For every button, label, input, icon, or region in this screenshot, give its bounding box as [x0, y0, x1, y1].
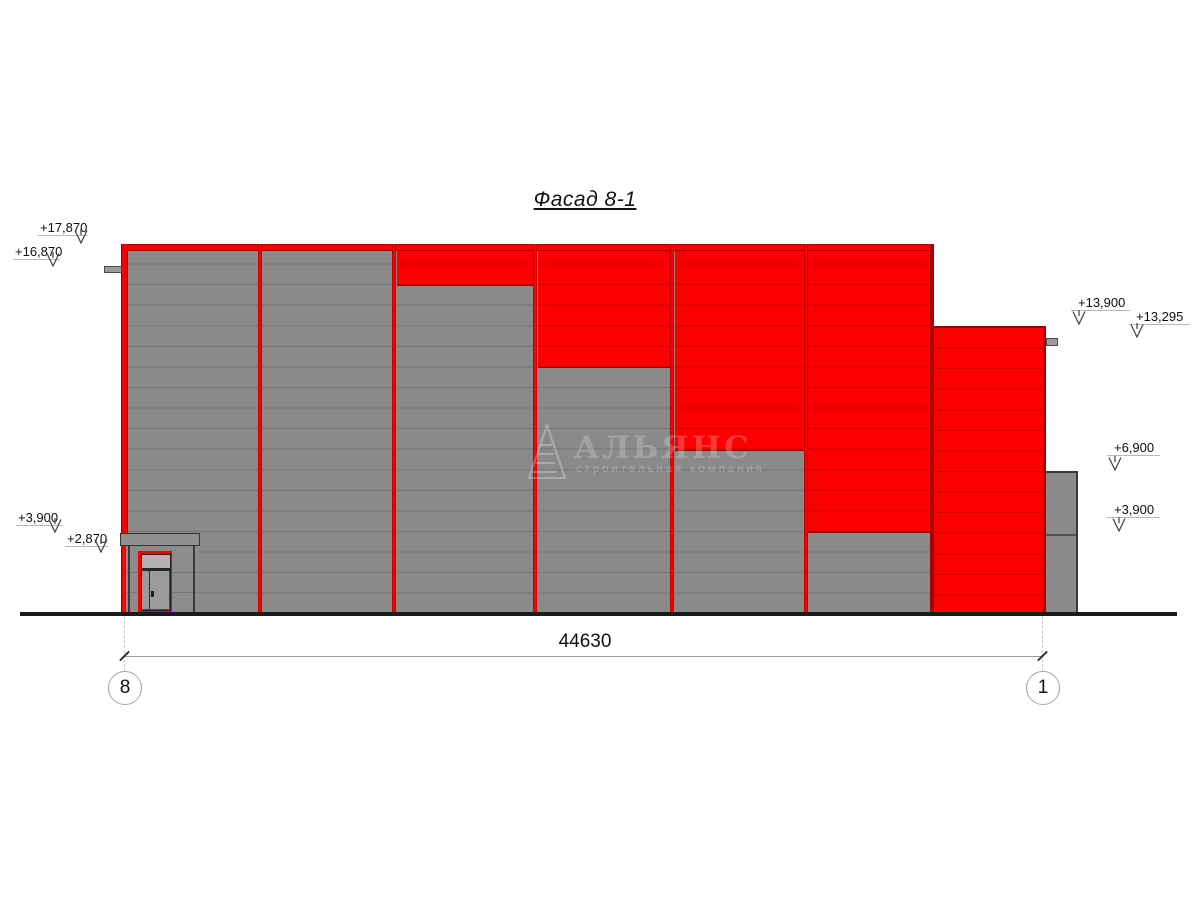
right-roof-tab — [1046, 338, 1058, 346]
extension-line-axis-1 — [1042, 616, 1043, 672]
watermark-company-name: АЛЬЯНС — [574, 430, 752, 466]
entrance-door — [138, 551, 172, 612]
elevation-leader — [13, 259, 60, 260]
mullion-1 — [258, 244, 262, 612]
elevation-leader — [38, 235, 88, 236]
mullion-4 — [670, 244, 674, 612]
elevation-leader — [16, 525, 62, 526]
elevation-arrow-icon — [48, 518, 62, 533]
entrance-canopy — [120, 533, 200, 546]
elevation-leader — [1129, 324, 1190, 325]
elevation-arrow-icon — [94, 538, 108, 553]
elevation-leader — [65, 546, 108, 547]
left-corner-red-strip — [121, 244, 128, 612]
alliance-pyramid-logo-icon — [527, 423, 567, 479]
red-cladding-bay-6 — [808, 245, 931, 533]
mullion-3 — [533, 244, 537, 612]
elevation-leader — [1107, 455, 1160, 456]
watermark-tagline: строительная компания — [576, 463, 766, 475]
entrance-post-left — [128, 546, 130, 612]
tall-section-right-edge — [930, 244, 934, 612]
mullion-5 — [804, 244, 808, 612]
entrance-post-right — [193, 546, 195, 612]
elevation-label: +2,870 — [67, 531, 108, 546]
elevation-label: +6,900 — [1114, 440, 1155, 455]
dimension-line — [125, 656, 1043, 657]
overall-dimension: 44630 — [558, 631, 612, 652]
elevation-arrow-icon — [46, 252, 60, 267]
elevation-leader — [1071, 310, 1130, 311]
left-roof-tab — [104, 266, 122, 273]
mullion-2 — [392, 244, 396, 612]
elevation-arrow-icon — [1112, 517, 1126, 532]
panel-joint-lines — [121, 244, 934, 612]
elevation-label: +13,295 — [1136, 309, 1184, 324]
elevation-leader — [1107, 517, 1160, 518]
axis-bubble-1: 1 — [1026, 671, 1060, 705]
panel-joint-lines — [934, 328, 1043, 612]
red-cladding-bay-3 — [397, 245, 534, 286]
elevation-arrow-icon — [1108, 456, 1122, 471]
red-cladding-bay-4 — [538, 245, 671, 368]
elevation-label: +13,900 — [1078, 295, 1126, 310]
elevation-label: +3,900 — [1114, 502, 1155, 517]
ground-line — [20, 612, 1177, 616]
panel-joint-line — [1046, 534, 1076, 536]
axis-bubble-8: 8 — [108, 671, 142, 705]
elevation-arrow-icon — [74, 229, 88, 244]
door-frame — [141, 554, 171, 611]
extension-line-axis-8 — [124, 616, 125, 672]
right-low-gray-wing — [1046, 471, 1078, 612]
elevation-label: +3,900 — [18, 510, 59, 525]
drawing-title: Фасад 8-1 — [533, 188, 637, 211]
red-cladding-bay-5 — [675, 245, 805, 451]
red-step-down-section — [934, 326, 1046, 612]
door-transom-window — [142, 555, 170, 571]
door-handle — [150, 591, 154, 597]
elevation-label: +16,870 — [15, 244, 63, 259]
elevation-arrow-icon — [1072, 310, 1086, 325]
parapet-red-band — [121, 244, 934, 251]
elevation-arrow-icon — [1130, 323, 1144, 338]
door-leaf-divider — [148, 571, 150, 610]
